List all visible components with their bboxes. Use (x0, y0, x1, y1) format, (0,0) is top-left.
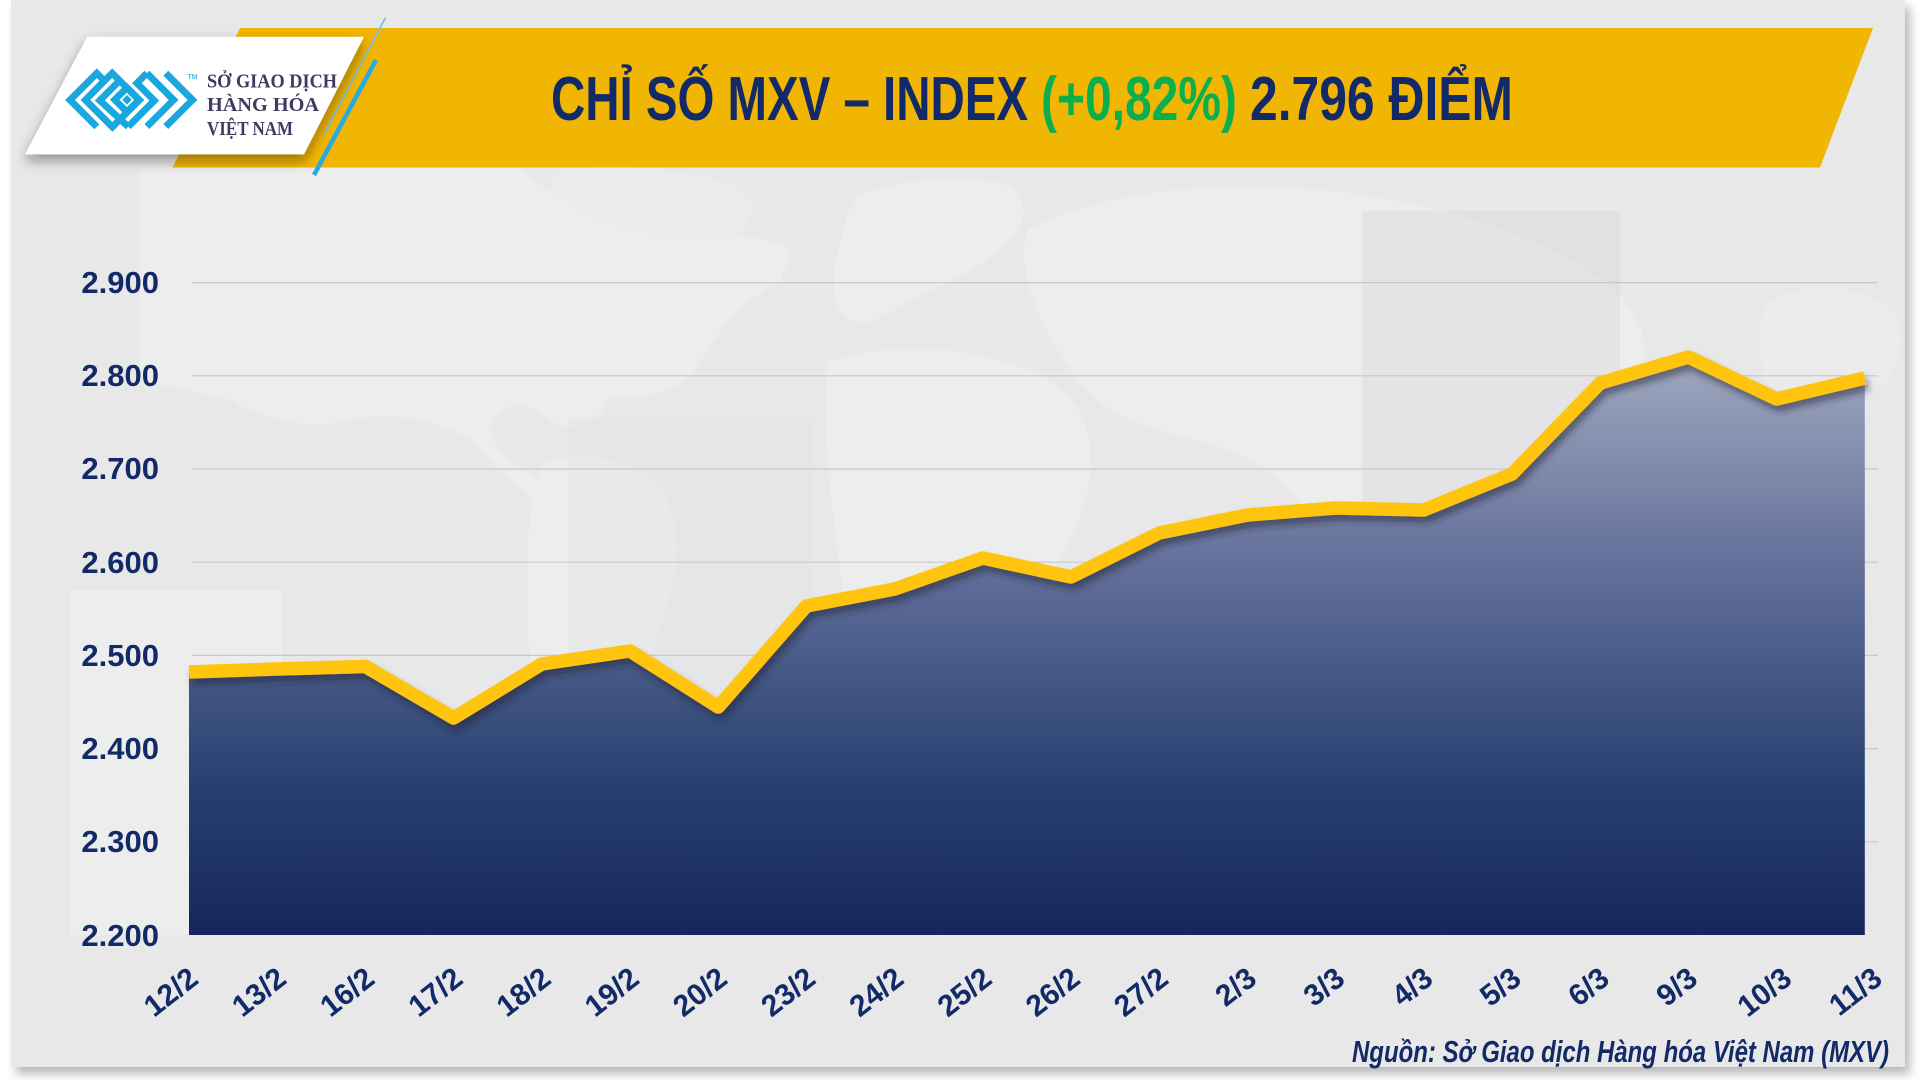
svg-text:2.900: 2.900 (81, 265, 159, 300)
svg-text:2.796 ĐIỂM: 2.796 ĐIỂM (1250, 65, 1513, 134)
svg-text:HÀNG HÓA: HÀNG HÓA (207, 92, 320, 116)
svg-text:CHỈ SỐ MXV – INDEX: CHỈ SỐ MXV – INDEX (551, 65, 1028, 134)
svg-text:VIỆT NAM: VIỆT NAM (207, 117, 293, 140)
svg-text:SỞ GIAO DỊCH: SỞ GIAO DỊCH (207, 70, 337, 93)
svg-text:2.200: 2.200 (81, 918, 159, 953)
svg-text:2.800: 2.800 (81, 358, 159, 393)
svg-text:TM: TM (188, 74, 198, 81)
svg-text:2.700: 2.700 (81, 451, 159, 486)
svg-text:2.500: 2.500 (81, 638, 159, 673)
svg-text:2.600: 2.600 (81, 545, 159, 580)
svg-text:2.300: 2.300 (81, 824, 159, 859)
svg-text:Nguồn: Sở Giao dịch Hàng hóa V: Nguồn: Sở Giao dịch Hàng hóa Việt Nam (M… (1352, 1034, 1889, 1069)
svg-text:(+0,82%): (+0,82%) (1041, 65, 1237, 134)
svg-text:2.400: 2.400 (81, 731, 159, 766)
